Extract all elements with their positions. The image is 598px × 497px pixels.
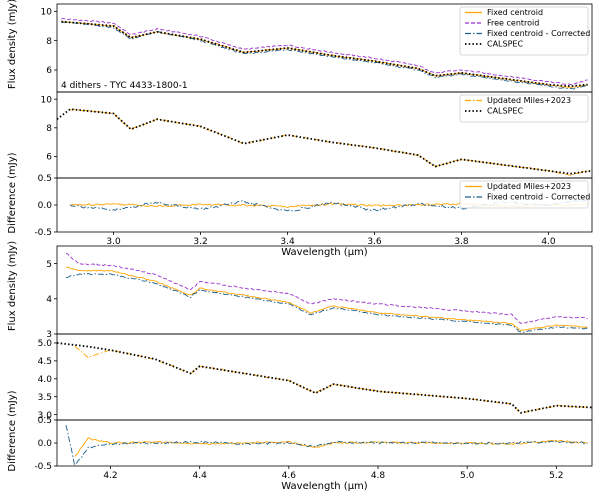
- legend-entry: Updated Miles+2023: [487, 96, 571, 105]
- y-axis-label: Difference (mJy): [7, 152, 18, 233]
- y-tick-label: -0.5: [34, 228, 52, 238]
- y-tick-label: 8: [46, 124, 52, 134]
- x-tick-label: 3.4: [280, 237, 295, 247]
- y-tick-label: 3: [46, 330, 52, 340]
- series-line-fixed-centroid-corrected: [65, 424, 588, 466]
- x-axis-label: Wavelength (μm): [281, 481, 368, 492]
- x-tick-label: 5.0: [460, 471, 475, 481]
- x-tick-label: 4.8: [371, 471, 386, 481]
- y-tick-label: 8: [46, 37, 52, 47]
- plot-frame: [56, 245, 593, 335]
- y-tick-label: 5: [46, 260, 52, 270]
- x-tick-label: 4.4: [193, 471, 208, 481]
- legend-entry: Fixed centroid - Corrected: [487, 29, 590, 38]
- x-tick-label: 3.8: [454, 237, 469, 247]
- series-line-updated-miles-2023: [74, 346, 588, 414]
- legend: Updated Miles+2023 CALSPEC: [459, 94, 589, 123]
- panel-top-3: 0.5 0.0 -0.5 3.0 3.2 3.4 3.6 3.8 4.0 Wavelength (…: [7, 152, 593, 258]
- y-tick-label: -0.5: [34, 462, 52, 472]
- legend-box: [459, 180, 589, 209]
- y-tick-label: 10: [41, 95, 53, 105]
- x-tick-label: 3.0: [106, 237, 121, 247]
- legend-box: [459, 6, 589, 56]
- panel-top-1: 10 8 6 Flux density (mJy) 4 dithers - TYC 44…: [7, 0, 593, 93]
- y-tick-label: 4.5: [38, 357, 52, 367]
- legend-entry: Free centroid: [487, 19, 539, 28]
- series-line-fixed-centroid-corrected: [61, 21, 588, 90]
- legend: Updated Miles+2023 Fixed centroid - Corre…: [459, 180, 590, 209]
- legend-entry: CALSPEC: [487, 40, 523, 49]
- y-tick-label: 0.0: [38, 201, 53, 211]
- series-line-free-centroid: [61, 18, 588, 86]
- y-axis-label: Difference (mJy): [7, 390, 18, 471]
- y-tick-label: 0.5: [38, 174, 52, 184]
- target-annotation: 4 dithers - TYC 4433-1800-1: [61, 81, 188, 91]
- y-axis-label: Flux density (mJy): [7, 0, 18, 89]
- series-line-calspec: [57, 108, 592, 175]
- x-tick-label: 4.2: [103, 471, 117, 481]
- y-tick-label: 3.0: [38, 411, 53, 421]
- y-tick-label: 10: [41, 8, 53, 18]
- plot-frame: [56, 333, 593, 421]
- series-line-updated-miles-2023: [74, 437, 588, 457]
- x-tick-label: 3.6: [367, 237, 382, 247]
- panel-top-2: 10 8 6 Updated Miles+2023 CALSPEC: [41, 91, 593, 179]
- legend-entry: CALSPEC: [487, 107, 523, 116]
- x-tick-label: 4.6: [282, 471, 297, 481]
- y-tick-label: 6: [46, 66, 52, 76]
- legend-entry: Updated Miles+2023: [487, 182, 571, 191]
- y-tick-label: 5.0: [38, 339, 53, 349]
- legend-box: [459, 94, 589, 123]
- y-axis-label: Flux density (mJy): [7, 241, 18, 331]
- series-line-fixed-centroid-corrected: [69, 198, 588, 212]
- series-line-free-centroid: [65, 252, 588, 324]
- legend-entry: Fixed centroid: [487, 8, 543, 17]
- y-tick-label: 4.0: [38, 375, 53, 385]
- panel-bottom-3: 0.5 0.0 -0.5 4.2 4.4 4.6 4.8 5.0 5.2 Wavelength (…: [7, 390, 593, 492]
- legend-entry: Fixed centroid - Corrected: [487, 193, 590, 202]
- series-line-fixed-centroid-corrected: [65, 273, 588, 333]
- series-line-calspec: [57, 342, 592, 414]
- x-tick-label: 5.2: [549, 471, 563, 481]
- x-tick-label: 3.2: [193, 237, 207, 247]
- x-axis-label: Wavelength (μm): [281, 247, 368, 258]
- y-tick-label: 6: [46, 153, 52, 163]
- y-tick-label: 0.0: [38, 439, 53, 449]
- panel-bottom-2: 5.0 4.5 4.0 3.5 3.0: [38, 333, 593, 421]
- y-tick-label: 4: [46, 295, 52, 305]
- x-tick-label: 4.0: [541, 237, 556, 247]
- y-tick-label: 0.5: [38, 416, 52, 426]
- series-line-fixed-centroid: [65, 266, 588, 332]
- y-tick-label: 3.5: [38, 393, 52, 403]
